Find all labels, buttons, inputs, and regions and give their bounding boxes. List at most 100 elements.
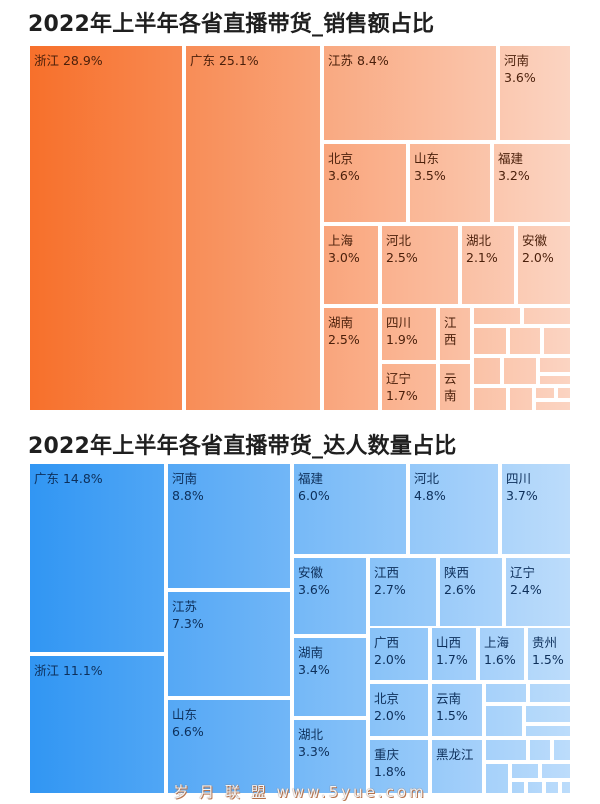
tile-0-minor-0 — [472, 306, 522, 326]
treemap-creators: 广东 14.8% 浙江 11.1% 河南 8.8% 江苏 7.3% 山东 6.6% 福建 … — [28, 462, 572, 795]
tile-0-minor-8 — [538, 374, 572, 386]
tile-0-0: 浙江 28.9% — [28, 44, 184, 412]
tile-0-3: 河南 3.6% — [498, 44, 572, 142]
tile-1-4: 山东 6.6% — [166, 698, 292, 795]
tile-label: 重庆 1.8% — [374, 747, 406, 779]
tile-label: 辽宁 1.7% — [386, 371, 418, 403]
tile-0-13: 辽宁 1.7% — [380, 362, 438, 412]
tile-1-15: 上海 1.6% — [478, 626, 526, 682]
tile-0-2: 江苏 8.4% — [322, 44, 498, 142]
tile-1-minor-6 — [528, 738, 552, 762]
tile-1-21: 黑龙江 — [430, 738, 484, 795]
tile-0-minor-9 — [472, 386, 508, 412]
watermark-footer: 岁 月 联 盟 www.5yue.com — [173, 783, 427, 801]
tile-label: 山东 6.6% — [172, 707, 204, 739]
tile-0-10: 安徽 2.0% — [516, 224, 572, 306]
chart-title-sales: 2022年上半年各省直播带货_销售额占比 — [28, 12, 435, 37]
tile-label: 安徽 3.6% — [298, 565, 330, 597]
tile-label: 河南 3.6% — [504, 53, 536, 85]
tile-1-minor-3 — [524, 704, 572, 724]
tile-label: 北京 2.0% — [374, 691, 406, 723]
tile-1-7: 四川 3.7% — [500, 462, 572, 556]
tile-1-minor-14 — [560, 780, 572, 795]
tile-1-minor-11 — [510, 780, 526, 795]
tile-1-13: 广西 2.0% — [368, 626, 430, 682]
chart-title-creators: 2022年上半年各省直播带货_达人数量占比 — [28, 434, 457, 459]
tile-0-minor-1 — [522, 306, 572, 326]
tile-label: 江苏 7.3% — [172, 599, 204, 631]
tile-1-19: 云南 1.5% — [430, 682, 484, 738]
tile-1-3: 江苏 7.3% — [166, 590, 292, 698]
tile-0-minor-7 — [538, 356, 572, 374]
tile-label: 湖南 3.4% — [298, 645, 330, 677]
tile-1-8: 安徽 3.6% — [292, 556, 368, 636]
tile-label: 湖北 3.3% — [298, 727, 330, 759]
tile-1-minor-1 — [528, 682, 572, 704]
tile-label: 江西 — [444, 315, 457, 347]
tile-label: 黑龙江 — [436, 747, 474, 762]
tile-label: 浙江 28.9% — [34, 53, 103, 68]
tile-0-11: 湖南 2.5% — [322, 306, 380, 412]
tile-label: 四川 1.9% — [386, 315, 418, 347]
tile-0-4: 北京 3.6% — [322, 142, 408, 224]
tile-1-minor-10 — [540, 762, 572, 780]
tile-0-5: 山东 3.5% — [408, 142, 492, 224]
tile-0-8: 河北 2.5% — [380, 224, 460, 306]
tile-1-0: 广东 14.8% — [28, 462, 166, 654]
tile-1-minor-9 — [510, 762, 540, 780]
tile-0-1: 广东 25.1% — [184, 44, 322, 412]
tile-label: 河南 8.8% — [172, 471, 204, 503]
tile-1-2: 河南 8.8% — [166, 462, 292, 590]
tile-1-minor-4 — [524, 724, 572, 738]
tile-1-17: 湖北 3.3% — [292, 718, 368, 795]
tile-label: 山西 1.7% — [436, 635, 468, 667]
tile-0-15: 云南 — [438, 362, 472, 412]
tile-label: 河北 4.8% — [414, 471, 446, 503]
tile-label: 江苏 8.4% — [328, 53, 389, 68]
tile-0-12: 四川 1.9% — [380, 306, 438, 362]
tile-0-14: 江西 — [438, 306, 472, 362]
tile-label: 云南 — [444, 371, 457, 403]
tile-label: 福建 3.2% — [498, 151, 530, 183]
tile-label: 湖北 2.1% — [466, 233, 498, 265]
tile-label: 贵州 1.5% — [532, 635, 564, 667]
tile-1-11: 辽宁 2.4% — [504, 556, 572, 636]
tile-label: 浙江 11.1% — [34, 663, 103, 678]
tile-1-9: 江西 2.7% — [368, 556, 438, 636]
tile-1-minor-2 — [484, 704, 524, 738]
tile-1-minor-12 — [526, 780, 544, 795]
tile-1-20: 重庆 1.8% — [368, 738, 430, 795]
tile-0-minor-2 — [472, 326, 508, 356]
tile-label: 云南 1.5% — [436, 691, 468, 723]
tile-1-minor-7 — [552, 738, 572, 762]
tile-label: 广西 2.0% — [374, 635, 406, 667]
treemap-sales: 浙江 28.9% 广东 25.1% 江苏 8.4% 河南 3.6% 北京 3.6% 山东 … — [28, 44, 572, 412]
tile-label: 江西 2.7% — [374, 565, 406, 597]
tile-label: 四川 3.7% — [506, 471, 538, 503]
tile-label: 上海 3.0% — [328, 233, 360, 265]
tile-1-minor-5 — [484, 738, 528, 762]
tile-0-6: 福建 3.2% — [492, 142, 572, 224]
tile-0-minor-5 — [472, 356, 502, 386]
tile-1-minor-8 — [484, 762, 510, 795]
tile-1-5: 福建 6.0% — [292, 462, 408, 556]
tile-label: 福建 6.0% — [298, 471, 330, 503]
tile-1-minor-13 — [544, 780, 560, 795]
tile-0-9: 湖北 2.1% — [460, 224, 516, 306]
tile-label: 广东 14.8% — [34, 471, 103, 486]
tile-label: 安徽 2.0% — [522, 233, 554, 265]
tile-label: 辽宁 2.4% — [510, 565, 542, 597]
tile-1-minor-0 — [484, 682, 528, 704]
tile-label: 山东 3.5% — [414, 151, 446, 183]
tile-label: 河北 2.5% — [386, 233, 418, 265]
tile-label: 广东 25.1% — [190, 53, 259, 68]
tile-0-minor-10 — [508, 386, 534, 412]
tile-0-minor-4 — [542, 326, 572, 356]
tile-label: 上海 1.6% — [484, 635, 516, 667]
tile-1-14: 山西 1.7% — [430, 626, 478, 682]
tile-1-16: 贵州 1.5% — [526, 626, 572, 682]
tile-0-minor-12 — [556, 386, 572, 400]
tile-label: 北京 3.6% — [328, 151, 360, 183]
tile-1-1: 浙江 11.1% — [28, 654, 166, 795]
tile-label: 湖南 2.5% — [328, 315, 360, 347]
